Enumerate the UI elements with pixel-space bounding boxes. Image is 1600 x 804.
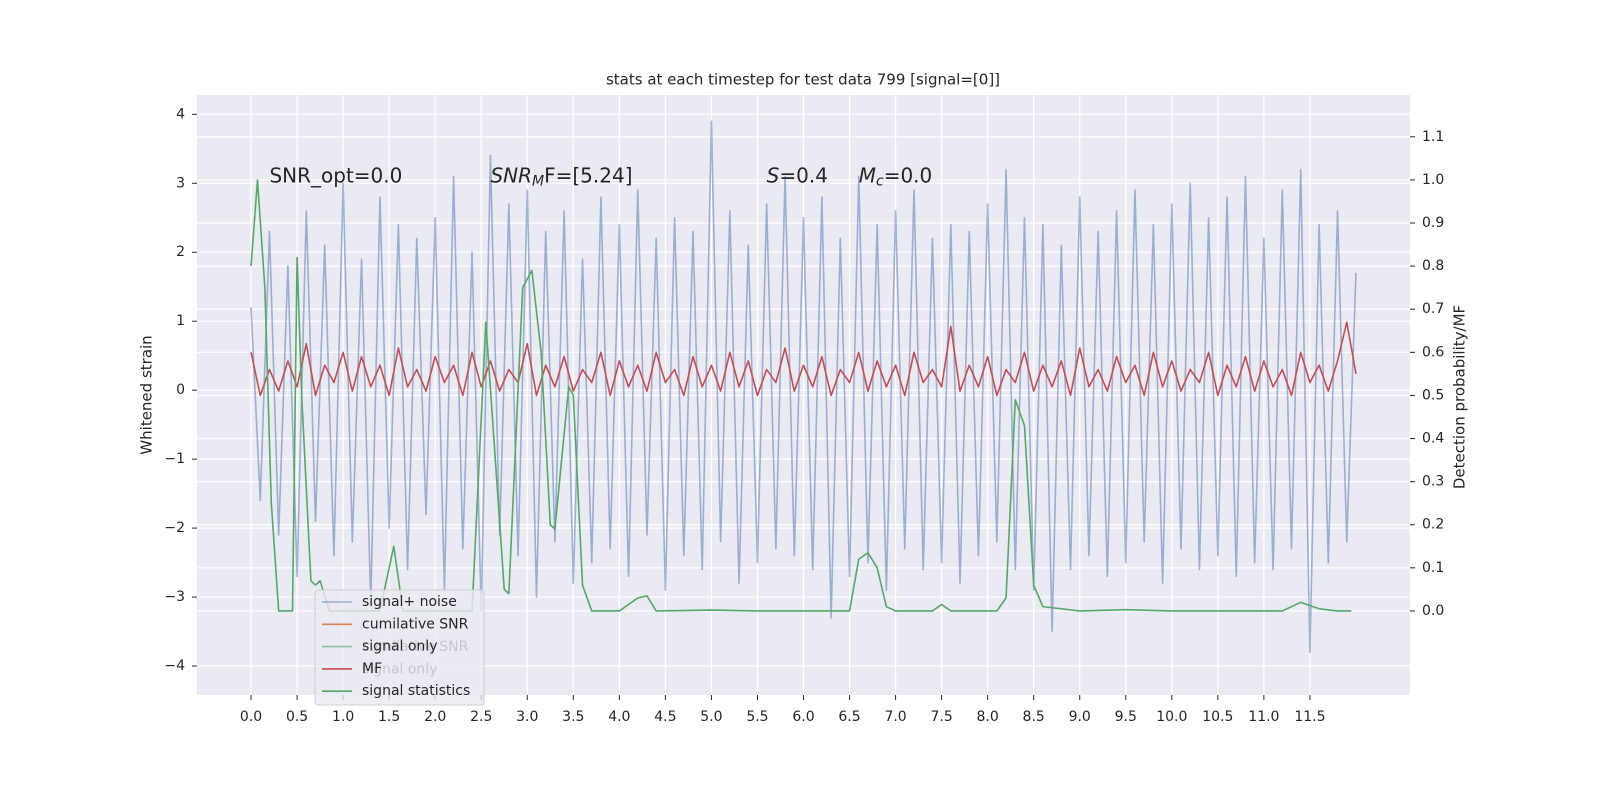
annotation-part: SNR [490, 163, 532, 187]
y2-tick-label: 0.1 [1422, 560, 1444, 576]
annotation-part: M [532, 173, 544, 189]
y-tick-label: 1 [176, 313, 185, 329]
y2-tick-label: 0.8 [1422, 258, 1444, 274]
x-tick-label: 1.0 [332, 709, 354, 725]
x-tick-label: 8.5 [1023, 709, 1045, 725]
legend-label: signal+ noise [362, 594, 457, 610]
x-tick-label: 9.5 [1115, 709, 1137, 725]
x-tick-label: 4.5 [654, 709, 676, 725]
annotation-part: M [859, 163, 876, 187]
annotation-part: S [767, 163, 780, 187]
y-tick-label: −4 [164, 658, 185, 674]
x-tick-label: 7.5 [930, 709, 952, 725]
x-tick-label: 2.5 [470, 709, 492, 725]
annotation: SNR_opt=0.0 [269, 163, 402, 187]
y2-axis-label: Detection probability/MF [1451, 305, 1469, 489]
legend-label: signal statistics [362, 683, 470, 699]
annotation: S=0.4 [767, 163, 828, 187]
legend-label: MF [362, 661, 382, 677]
y2-tick-label: 0.0 [1422, 603, 1444, 619]
y2-tick-label: 0.4 [1422, 431, 1444, 447]
x-tick-label: 5.5 [746, 709, 768, 725]
x-tick-label: 1.5 [378, 709, 400, 725]
chart-title: stats at each timestep for test data 799… [606, 71, 1000, 89]
annotation-part: c [876, 173, 884, 189]
x-tick-label: 3.0 [516, 709, 538, 725]
series-line [250, 179, 1352, 612]
y2-tick-label: 0.9 [1422, 215, 1444, 231]
y-tick-label: −2 [164, 520, 185, 536]
y-tick-label: 0 [176, 382, 185, 398]
legend-shadow-label: signal only [362, 661, 437, 677]
x-tick-label: 3.5 [562, 709, 584, 725]
x-tick-label: 5.0 [700, 709, 722, 725]
y-tick-label: 2 [176, 244, 185, 260]
x-tick-label: 8.0 [977, 709, 999, 725]
x-tick-label: 6.0 [792, 709, 814, 725]
y-tick-label: 4 [176, 106, 185, 122]
x-tick-label: 6.5 [838, 709, 860, 725]
y2-tick-label: 1.1 [1422, 129, 1444, 145]
x-tick-label: 0.5 [286, 709, 308, 725]
x-tick-label: 0.0 [240, 709, 262, 725]
y2-tick-label: 0.6 [1422, 344, 1444, 360]
y-axis-label: Whitened strain [138, 335, 156, 454]
annotation-part: F=[5.24] [544, 163, 632, 187]
x-tick-label: 9.0 [1069, 709, 1091, 725]
x-tick-label: 7.0 [884, 709, 906, 725]
y-tick-label: −1 [164, 451, 185, 467]
annotation-part: SNR_opt=0.0 [269, 163, 402, 187]
x-tick-label: 10.0 [1156, 709, 1187, 725]
legend-label: signal only [362, 639, 437, 655]
x-tick-label: 11.0 [1248, 709, 1279, 725]
y2-tick-label: 0.3 [1422, 474, 1444, 490]
legend-shadow-label: cumilative SNR [362, 639, 469, 655]
x-tick-label: 2.0 [424, 709, 446, 725]
annotation: SNRMF=[5.24] [490, 163, 632, 190]
y-tick-label: 3 [176, 175, 185, 191]
legend-label: cumilative SNR [362, 616, 469, 632]
y2-tick-label: 1.0 [1422, 172, 1444, 188]
x-tick-label: 10.5 [1202, 709, 1233, 725]
annotation-part: =0.4 [779, 163, 828, 187]
legend-box [314, 589, 485, 706]
y2-tick-label: 0.7 [1422, 301, 1444, 317]
annotation: Mc=0.0 [859, 163, 933, 190]
annotation-part: =0.0 [884, 163, 933, 187]
y2-tick-label: 0.2 [1422, 517, 1444, 533]
y2-tick-label: 0.5 [1422, 387, 1444, 403]
series-line [250, 321, 1357, 397]
x-tick-label: 11.5 [1294, 709, 1325, 725]
x-tick-label: 4.0 [608, 709, 630, 725]
series-line [250, 120, 1357, 654]
y-tick-label: −3 [164, 589, 185, 605]
